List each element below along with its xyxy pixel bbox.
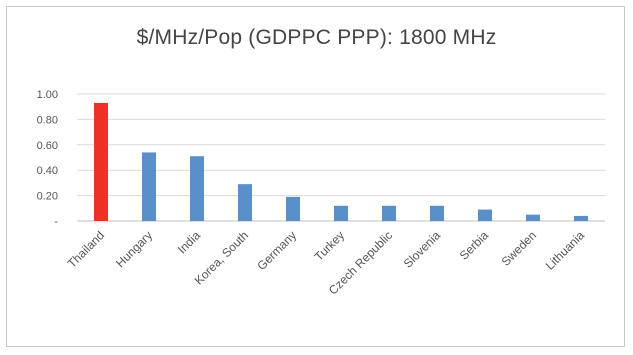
x-tick-label: Serbia	[457, 228, 492, 263]
y-tick-label: 0.20	[37, 191, 58, 203]
bar-turkey	[334, 205, 348, 221]
bar-lithuania	[574, 215, 588, 221]
bars	[94, 102, 588, 221]
bar-sweden	[526, 214, 540, 221]
y-tick-label: 0.80	[37, 114, 58, 126]
x-tick-label: Germany	[254, 228, 299, 273]
y-tick-label: 0.60	[37, 140, 58, 152]
y-tick-label: -	[54, 216, 58, 228]
bar-hungary	[142, 152, 156, 221]
y-tick-label: 1.00	[37, 89, 58, 101]
grid-lines	[77, 93, 605, 222]
bar-czech-republic	[382, 205, 396, 221]
bar-germany	[286, 196, 300, 221]
x-tick-label: Lithuania	[543, 228, 588, 273]
bar-thailand	[94, 102, 108, 221]
bar-korea-south	[238, 184, 252, 221]
bar-serbia	[478, 209, 492, 221]
x-tick-label: Slovenia	[401, 228, 444, 271]
chart-frame	[6, 6, 625, 347]
y-tick-label: 0.40	[37, 165, 58, 177]
bar-india	[190, 156, 204, 221]
y-axis-ticks: - 0.20 0.40 0.60 0.80 1.00	[37, 89, 59, 228]
x-tick-label: India	[175, 228, 204, 257]
x-tick-label: Thailand	[65, 228, 107, 270]
chart-title: $/MHz/Pop (GDPPC PPP): 1800 MHz	[136, 26, 497, 49]
bar-slovenia	[430, 205, 444, 221]
x-tick-label: Hungary	[113, 228, 155, 270]
x-tick-label: Turkey	[312, 228, 348, 264]
x-tick-label: Sweden	[499, 228, 540, 269]
